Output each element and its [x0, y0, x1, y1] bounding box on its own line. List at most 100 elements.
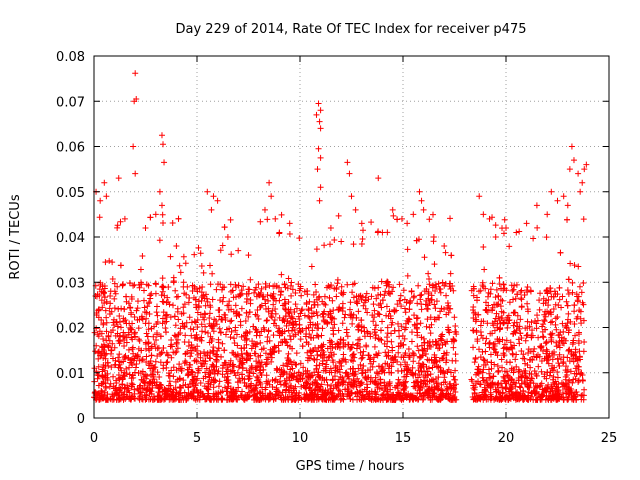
data-point: [411, 394, 418, 401]
data-point: [550, 367, 557, 374]
data-point: [375, 292, 382, 299]
data-point: [143, 330, 150, 337]
data-point: [134, 353, 141, 360]
data-point: [497, 325, 504, 332]
data-point: [134, 305, 141, 312]
data-point: [474, 297, 481, 304]
data-point: [452, 323, 459, 330]
data-point: [505, 388, 512, 395]
data-point: [299, 343, 306, 350]
data-point: [203, 291, 210, 298]
data-point: [140, 297, 147, 304]
data-point: [260, 345, 267, 352]
data-point: [522, 325, 529, 332]
data-point: [388, 392, 395, 399]
data-point: [329, 315, 336, 322]
data-point: [445, 366, 452, 373]
data-point: [319, 343, 326, 350]
data-point: [191, 251, 198, 258]
data-point: [516, 393, 523, 400]
data-point: [111, 344, 118, 351]
data-point: [181, 301, 188, 308]
data-point: [549, 318, 556, 325]
data-point: [141, 379, 148, 386]
data-point: [474, 336, 481, 343]
data-point: [498, 315, 505, 322]
data-point: [202, 323, 209, 330]
data-point: [523, 332, 530, 339]
data-point: [298, 292, 305, 299]
data-point: [278, 271, 285, 278]
data-point: [504, 372, 511, 379]
data-point: [410, 211, 417, 218]
data-point: [263, 360, 270, 367]
data-point: [443, 292, 450, 299]
data-point: [153, 281, 160, 288]
data-point: [142, 224, 149, 231]
data-point: [439, 279, 446, 286]
data-point: [96, 214, 103, 221]
data-point: [281, 336, 288, 343]
data-point: [508, 384, 515, 391]
data-point: [308, 352, 315, 359]
data-point: [233, 310, 240, 317]
data-point: [556, 296, 563, 303]
data-point: [570, 337, 577, 344]
data-point: [207, 281, 214, 288]
data-point: [121, 337, 128, 344]
x-tick-label: 0: [90, 431, 98, 446]
data-point: [280, 362, 287, 369]
data-point: [278, 330, 285, 337]
data-point: [304, 349, 311, 356]
data-point: [507, 339, 514, 346]
data-point: [284, 363, 291, 370]
data-point: [326, 337, 333, 344]
data-point: [580, 317, 587, 324]
data-point: [103, 337, 110, 344]
data-point: [197, 250, 204, 257]
data-point: [545, 360, 552, 367]
data-point: [125, 354, 132, 361]
data-point: [289, 327, 296, 334]
data-point: [168, 367, 175, 374]
data-point: [567, 387, 574, 394]
data-point: [380, 390, 387, 397]
data-point: [411, 293, 418, 300]
data-point: [477, 368, 484, 375]
data-point: [228, 317, 235, 324]
data-point: [393, 383, 400, 390]
data-point: [96, 392, 103, 399]
data-point: [430, 378, 437, 385]
data-point: [268, 350, 275, 357]
data-point: [308, 335, 315, 342]
data-point: [235, 282, 242, 289]
data-point: [502, 384, 509, 391]
data-point: [238, 345, 245, 352]
data-point: [268, 310, 275, 317]
data-point: [498, 285, 505, 292]
data-point: [550, 293, 557, 300]
data-point: [543, 234, 550, 241]
data-point: [304, 380, 311, 387]
data-point: [395, 343, 402, 350]
data-point: [583, 161, 590, 168]
data-point: [311, 301, 318, 308]
data-point: [571, 308, 578, 315]
data-point: [158, 283, 165, 290]
data-point: [511, 379, 518, 386]
data-point: [531, 390, 538, 397]
data-point: [513, 389, 520, 396]
data-point: [158, 349, 165, 356]
data-point: [240, 283, 247, 290]
data-point: [360, 302, 367, 309]
data-point: [486, 370, 493, 377]
data-point: [258, 359, 265, 366]
data-point: [378, 337, 385, 344]
data-point: [123, 298, 130, 305]
data-point: [208, 337, 215, 344]
data-point: [404, 272, 411, 279]
data-point: [378, 278, 385, 285]
data-point: [151, 396, 158, 403]
data-point: [513, 327, 520, 334]
data-point: [329, 377, 336, 384]
